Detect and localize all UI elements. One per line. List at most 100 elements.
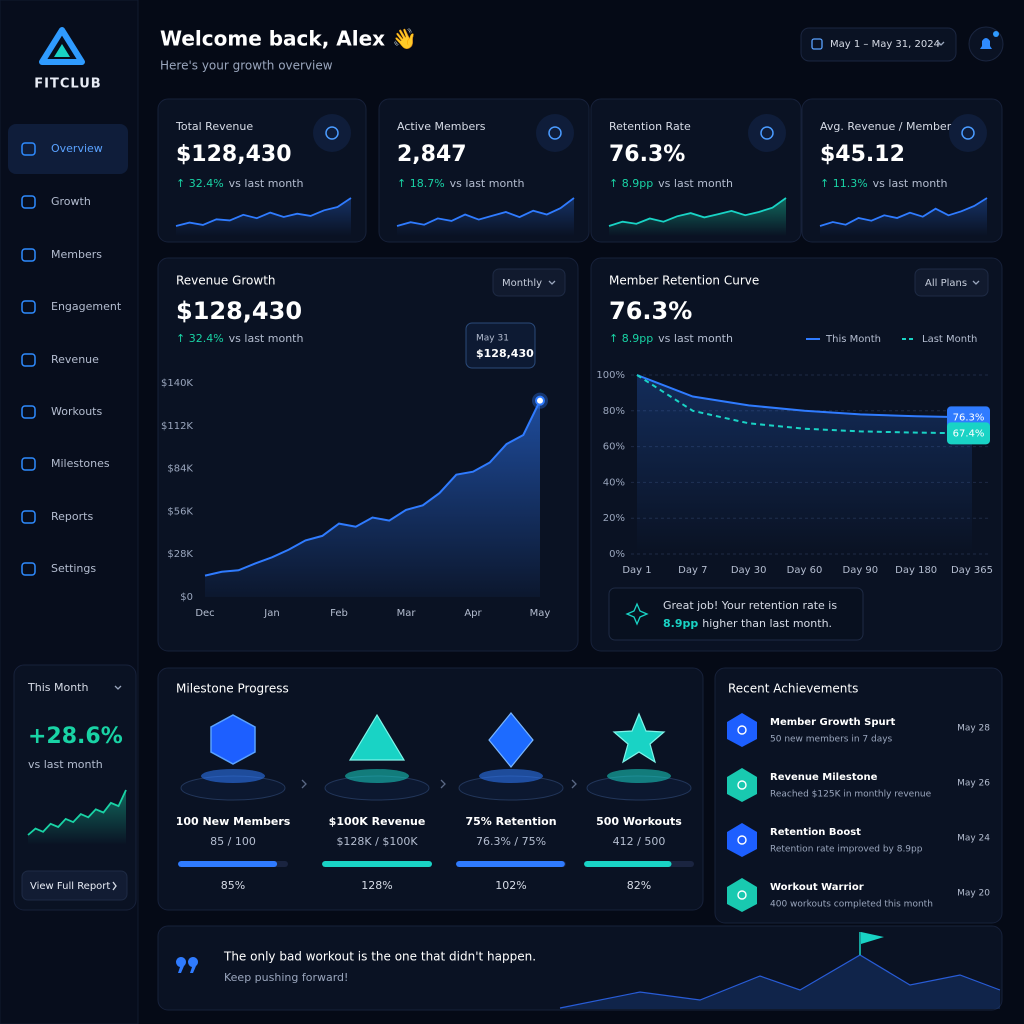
kpi-change: ↑ 8.9pp xyxy=(609,177,653,190)
y-tick-label: 100% xyxy=(596,370,625,381)
quote-subtext: Keep pushing forward! xyxy=(224,971,348,984)
achievement-icon xyxy=(727,713,757,747)
nav-item[interactable]: Revenue xyxy=(51,353,99,366)
kpi-icon xyxy=(949,114,987,152)
insight-box xyxy=(608,587,864,641)
period-select[interactable] xyxy=(492,268,566,297)
milestone-icon xyxy=(488,712,534,768)
kpi-value: $45.12 xyxy=(820,142,905,167)
achievement-date: May 24 xyxy=(957,834,990,844)
achievement-glyph xyxy=(737,780,747,790)
achievement-title: Retention Boost xyxy=(770,827,861,838)
section-title: Milestone Progress xyxy=(176,682,289,696)
kpi-compare: vs last month xyxy=(658,177,733,190)
tooltip-date: May 31 xyxy=(476,334,509,344)
milestone-percent: 82% xyxy=(627,879,651,892)
kpi-icon xyxy=(536,114,574,152)
nav-icon[interactable] xyxy=(21,195,36,209)
milestone-name: $100K Revenue xyxy=(329,815,426,828)
nav-item[interactable]: Engagement xyxy=(51,300,122,313)
achievement-desc: Retention rate improved by 8.9pp xyxy=(770,845,923,855)
mountain-fill xyxy=(560,955,1000,1009)
view-report-button[interactable] xyxy=(21,870,128,901)
milestone-name: 500 Workouts xyxy=(596,815,682,828)
sparkline-area xyxy=(820,198,987,236)
nav-icon[interactable] xyxy=(21,510,36,524)
nav-item[interactable]: Growth xyxy=(51,195,91,208)
achievement-glyph xyxy=(737,890,747,900)
nav-icon[interactable] xyxy=(21,248,36,262)
milestone-progress: $128K / $100K xyxy=(336,835,418,848)
arrow xyxy=(112,881,117,891)
milestone-icon xyxy=(210,714,256,765)
nav-icon[interactable] xyxy=(21,405,36,419)
sparkline xyxy=(819,197,988,227)
sparkline xyxy=(27,789,127,836)
date-picker[interactable] xyxy=(800,27,957,62)
filter-select[interactable] xyxy=(914,268,989,297)
x-tick-label: Day 1 xyxy=(622,565,651,576)
nav-item[interactable]: Milestones xyxy=(51,457,110,470)
nav-icon[interactable] xyxy=(21,142,36,156)
line xyxy=(636,374,973,419)
end-label-box xyxy=(947,422,990,445)
kpi-value: 2,847 xyxy=(397,142,467,167)
nav-item[interactable]: Overview xyxy=(51,142,103,155)
nav-item[interactable]: Reports xyxy=(51,510,93,523)
achievements-card xyxy=(714,667,1003,924)
platform-glow xyxy=(345,769,409,783)
page-title: Welcome back, Alex 👋 xyxy=(160,27,417,51)
achievement-date: May 26 xyxy=(957,779,990,789)
nav-active[interactable] xyxy=(8,124,128,174)
chevron xyxy=(972,280,980,285)
x-tick-label: Day 180 xyxy=(895,565,937,576)
kpi-icon-glyph xyxy=(548,126,562,140)
chevron xyxy=(548,280,556,285)
line xyxy=(204,400,541,577)
kpi-icon-glyph xyxy=(760,126,774,140)
nav-item[interactable]: Settings xyxy=(51,562,96,575)
kpi-icon-glyph xyxy=(961,126,975,140)
chart-change: ↑ 32.4% xyxy=(176,332,224,345)
step-arrow xyxy=(440,779,446,789)
nav-item[interactable]: Members xyxy=(51,248,102,261)
nav-icon[interactable] xyxy=(21,457,36,471)
chart-title: Member Retention Curve xyxy=(609,274,759,288)
brand: FITCLUB xyxy=(34,77,101,92)
kpi-change: ↑ 32.4% xyxy=(176,177,224,190)
kpi-icon xyxy=(313,114,351,152)
step-arrow xyxy=(301,779,307,789)
kpi-label: Retention Rate xyxy=(609,120,691,133)
milestone-name: 75% Retention xyxy=(465,815,556,828)
kpi-icon xyxy=(748,114,786,152)
achievement-icon xyxy=(727,768,757,802)
legend-label: This Month xyxy=(825,334,881,345)
y-tick-label: 0% xyxy=(609,549,625,560)
nav-item[interactable]: Workouts xyxy=(51,405,102,418)
x-tick-label: Jan xyxy=(263,608,279,619)
nav-icon[interactable] xyxy=(21,562,36,576)
kpi-label: Avg. Revenue / Member xyxy=(820,120,952,133)
end-point xyxy=(535,395,545,406)
nav-icon[interactable] xyxy=(21,353,36,367)
milestone-icon xyxy=(348,713,406,761)
period-label: Monthly xyxy=(502,278,542,289)
y-tick-label: 80% xyxy=(603,406,625,417)
milestone-progress: 412 / 500 xyxy=(613,835,666,848)
quote-card xyxy=(157,925,1003,1011)
y-tick-label: $28K xyxy=(167,549,193,560)
platform-glow xyxy=(607,769,671,783)
y-tick-label: $56K xyxy=(167,506,193,517)
milestone-name: 100 New Members xyxy=(176,815,291,828)
achievement-icon xyxy=(727,878,757,912)
logo-accent xyxy=(54,44,70,57)
tooltip xyxy=(465,322,536,369)
line xyxy=(636,374,973,435)
quote-icon xyxy=(175,957,199,973)
page-subtitle: Here's your growth overview xyxy=(160,59,333,73)
view-report-label[interactable]: View Full Report xyxy=(30,881,110,892)
quote-text: The only bad workout is the one that did… xyxy=(223,950,536,964)
nav-icon[interactable] xyxy=(21,300,36,314)
x-tick-label: Dec xyxy=(195,608,214,619)
achievement-title: Member Growth Spurt xyxy=(770,717,896,728)
